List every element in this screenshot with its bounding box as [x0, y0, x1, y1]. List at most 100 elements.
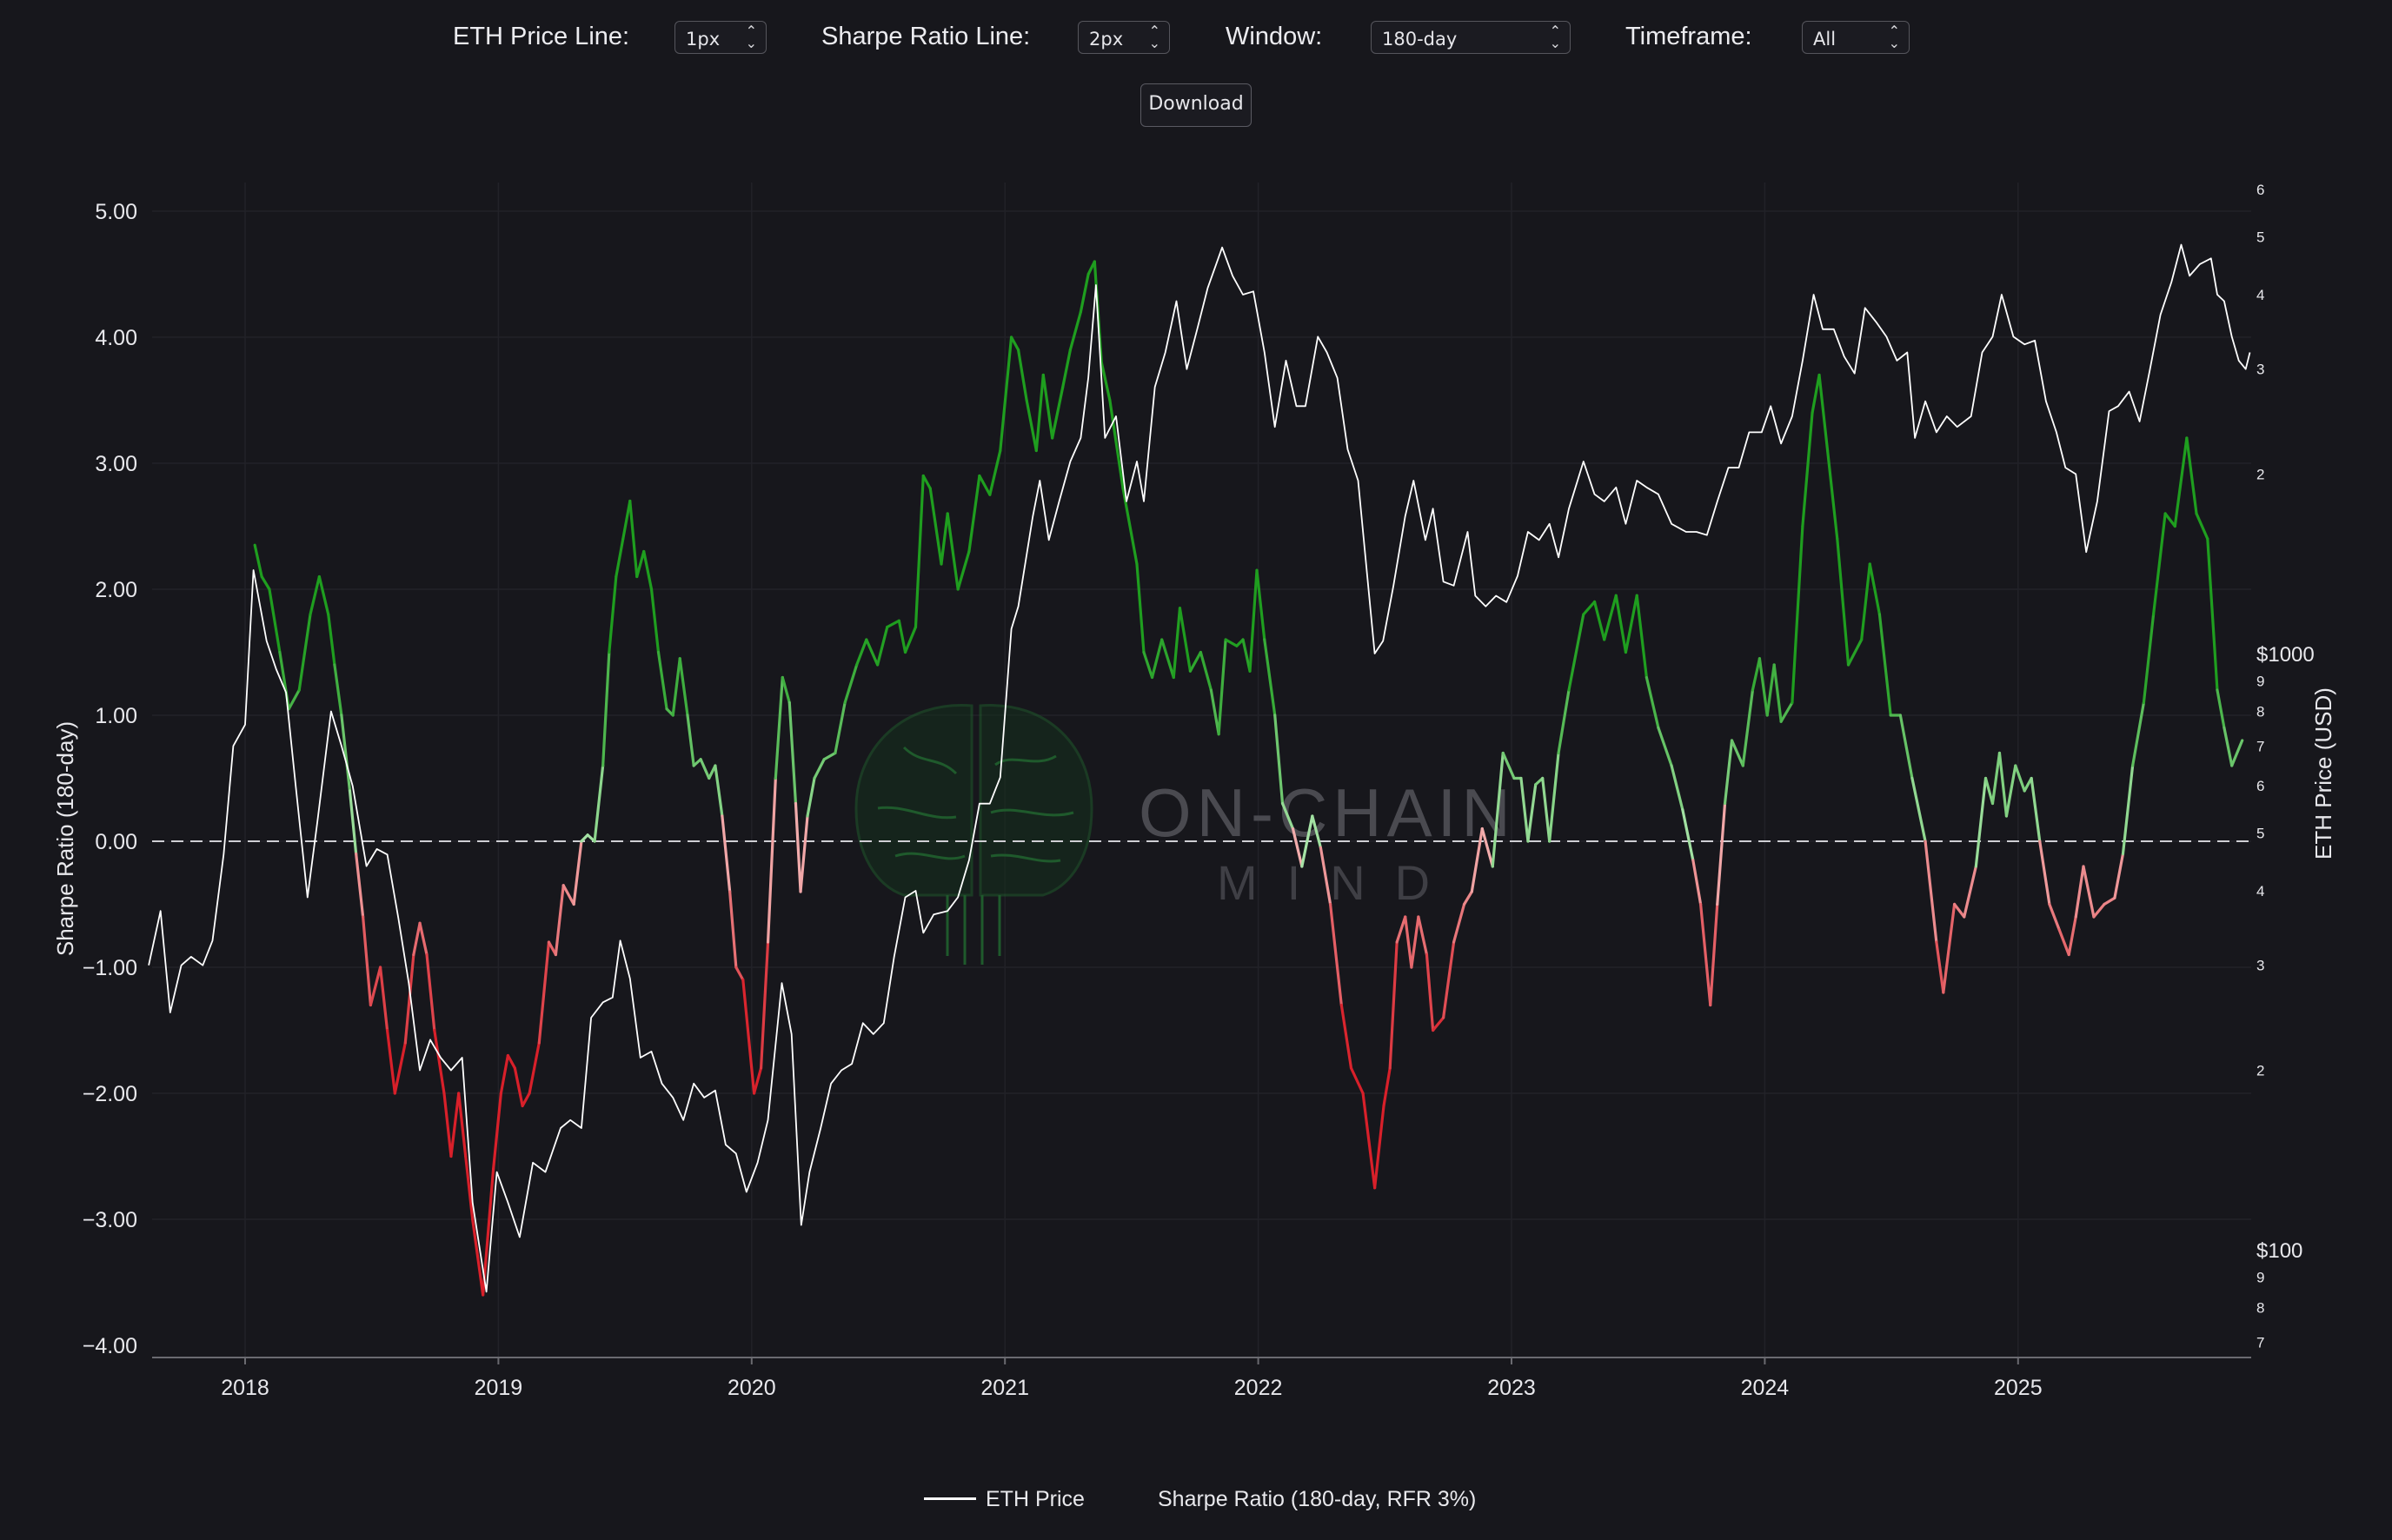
x-tick-label: 2020	[728, 1376, 776, 1400]
sharpe-segment	[2014, 764, 2026, 793]
y2-tick-label: $1000	[2256, 643, 2315, 667]
sharpe-segment	[1681, 808, 1695, 862]
window-select[interactable]: 180-day ⌃ ⌄	[1371, 21, 1571, 54]
sharpe-ratio-line-value: 2px	[1089, 29, 1124, 50]
sharpe-segment	[1567, 613, 1585, 692]
sharpe-segment	[1470, 826, 1484, 893]
sharpe-segment	[1997, 751, 2009, 818]
y2-tick-label: 4	[2256, 287, 2264, 303]
sharpe-segment	[2131, 700, 2146, 767]
updown-chevron-icon: ⌃ ⌄	[1549, 23, 1561, 51]
x-tick-label: 2018	[221, 1376, 269, 1400]
eth-price-line-select[interactable]: 1px ⌃ ⌄	[674, 21, 767, 54]
sharpe-segment	[1452, 902, 1466, 944]
y2-tick-label: $100	[2256, 1239, 2302, 1263]
sharpe-segment	[928, 487, 943, 566]
sharpe-segment	[2151, 512, 2167, 616]
sharpe-segment	[2004, 764, 2017, 818]
sharpe-segment	[1079, 272, 1090, 314]
sharpe-segment	[1224, 638, 1239, 647]
sharpe-segment	[2121, 764, 2135, 856]
sharpe-segment	[2048, 902, 2061, 932]
sharpe-segment	[499, 1053, 509, 1095]
sharpe-segment	[1935, 940, 1945, 994]
sharpe-segment	[1846, 638, 1864, 667]
sharpe-segment	[1624, 594, 1638, 654]
y2-tick-label: 9	[2256, 673, 2264, 689]
sharpe-segment	[671, 657, 681, 717]
sharpe-segment	[886, 619, 900, 629]
sharpe-segment	[1898, 714, 1914, 780]
sharpe-segment	[1255, 568, 1266, 641]
sharpe-legend-label[interactable]: Sharpe Ratio (180-day, RFR 3%)	[1158, 1487, 1477, 1511]
eth-price-line-value: 1px	[686, 29, 721, 50]
sharpe-segment	[728, 890, 738, 969]
sharpe-segment	[309, 574, 321, 616]
x-tick-label: 2025	[1994, 1376, 2043, 1400]
sharpe-segment	[1248, 568, 1259, 673]
sharpe-segment	[449, 1092, 461, 1158]
sharpe-segment	[1963, 865, 1977, 919]
sharpe-segment	[822, 751, 837, 761]
sharpe-segment	[369, 966, 382, 1007]
sharpe-segment	[1061, 348, 1072, 389]
sharpe-segment	[1582, 600, 1597, 616]
sharpe-segment	[593, 764, 605, 843]
sharpe-segment	[1826, 448, 1839, 541]
sharpe-segment	[457, 1092, 468, 1158]
timeframe-select[interactable]: All ⌃ ⌄	[1802, 21, 1910, 54]
sharpe-segment	[1716, 801, 1727, 906]
sharpe-segment	[1791, 524, 1804, 705]
sharpe-segment	[721, 814, 732, 893]
sharpe-ratio-line-label: Sharpe Ratio Line:	[821, 23, 1031, 50]
sharpe-segment	[537, 940, 551, 1045]
x-tick-label: 2019	[475, 1376, 523, 1400]
sharpe-segment	[1009, 335, 1020, 352]
sharpe-ratio-series	[253, 260, 2244, 1297]
sharpe-segment	[621, 499, 632, 541]
sharpe-segment	[865, 638, 880, 667]
brain-logo-icon	[854, 704, 1093, 965]
eth-price-legend-label[interactable]: ETH Price	[986, 1487, 1085, 1511]
eth-price-series	[148, 243, 2251, 1293]
sharpe-segment	[1291, 826, 1304, 868]
sharpe-segment	[1361, 1092, 1377, 1190]
axes: 5.00 4.00 3.00 2.00 1.00 0.00 −1.00 −2.00 −3.00 −…	[83, 182, 2315, 1400]
sharpe-segment	[2173, 436, 2189, 528]
sharpe-segment	[506, 1053, 516, 1070]
sharpe-segment	[561, 884, 575, 906]
sharpe-segment	[378, 966, 389, 1032]
sharpe-segment	[1404, 915, 1413, 969]
sharpe-segment	[1526, 783, 1538, 843]
sharpe-segment	[2163, 512, 2176, 528]
sharpe-segment	[1142, 650, 1154, 680]
sharpe-segment	[799, 814, 809, 893]
sharpe-ratio-line-select[interactable]: 2px ⌃ ⌄	[1078, 21, 1170, 54]
sharpe-segment	[1319, 846, 1332, 906]
y-tick-label: 5.00	[95, 200, 137, 224]
sharpe-segment	[1801, 411, 1814, 528]
sharpe-segment	[759, 940, 770, 1070]
sharpe-segment	[601, 650, 611, 767]
sharpe-segment	[2216, 688, 2226, 730]
sharpe-segment	[1519, 776, 1530, 843]
sharpe-segment	[999, 335, 1013, 453]
sharpe-segment	[1417, 915, 1429, 957]
sharpe-segment	[1772, 663, 1783, 723]
sharpe-segment	[1757, 657, 1769, 717]
sharpe-segment	[1388, 940, 1399, 1070]
sharpe-segment	[1025, 398, 1038, 453]
sharpe-segment	[876, 625, 889, 667]
sharpe-segment	[442, 1092, 453, 1158]
sharpe-segment	[1910, 776, 1927, 843]
watermark-line2: MIND	[1217, 855, 1459, 910]
download-button[interactable]: Download	[1140, 83, 1252, 127]
sharpe-segment	[806, 776, 816, 818]
sharpe-segment	[1860, 562, 1871, 641]
y2-tick-label: 7	[2256, 1334, 2264, 1351]
sharpe-segment	[1068, 310, 1082, 352]
sharpe-segment	[1691, 859, 1703, 906]
sharpe-segment	[1300, 814, 1314, 868]
y-tick-label: −1.00	[83, 956, 137, 980]
sharpe-segment	[327, 613, 336, 667]
